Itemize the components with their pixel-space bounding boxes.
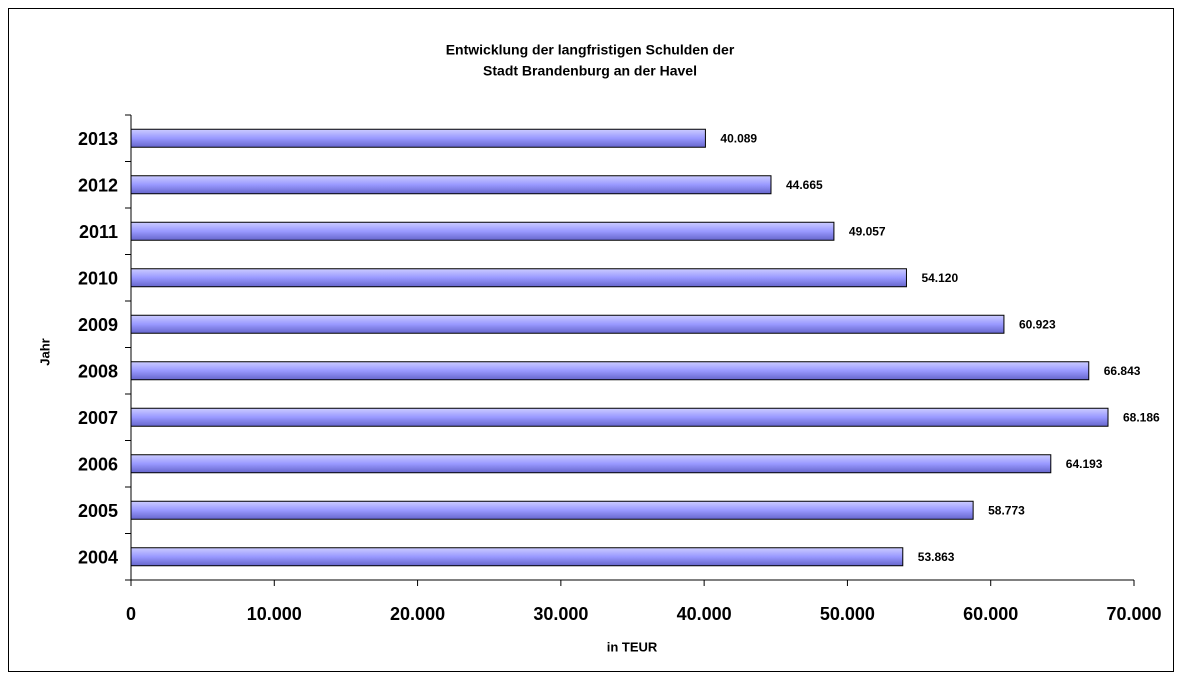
bar xyxy=(130,454,1052,474)
y-tick-label: 2008 xyxy=(78,362,118,382)
y-tick-label: 2006 xyxy=(78,455,118,475)
data-label: 64.193 xyxy=(1066,457,1103,471)
chart-title: Entwicklung der langfristigen Schulden d… xyxy=(446,42,735,58)
x-tick-label: 50.000 xyxy=(820,604,875,624)
bar xyxy=(130,407,1109,427)
y-tick-label: 2010 xyxy=(78,269,118,289)
bar xyxy=(130,128,706,148)
bar xyxy=(130,361,1090,381)
data-label: 49.057 xyxy=(849,224,886,238)
bar xyxy=(130,221,835,241)
y-axis-label: Jahr xyxy=(37,338,52,365)
data-label: 60.923 xyxy=(1019,317,1056,331)
y-tick-label: 2012 xyxy=(78,176,118,196)
chart-frame xyxy=(8,8,1174,672)
x-tick-label: 30.000 xyxy=(533,604,588,624)
data-label: 44.665 xyxy=(786,178,823,192)
y-tick-label: 2005 xyxy=(78,501,118,521)
data-label: 58.773 xyxy=(988,503,1025,517)
chart-title: Stadt Brandenburg an der Havel xyxy=(483,63,697,79)
x-tick-label: 70.000 xyxy=(1106,604,1161,624)
bar xyxy=(130,175,772,195)
bar xyxy=(130,547,904,567)
y-tick-label: 2011 xyxy=(79,222,118,242)
y-tick-label: 2013 xyxy=(78,129,118,149)
y-tick-label: 2004 xyxy=(78,548,118,568)
data-label: 66.843 xyxy=(1104,364,1141,378)
x-tick-label: 60.000 xyxy=(963,604,1018,624)
data-label: 54.120 xyxy=(921,271,958,285)
bar xyxy=(130,268,907,288)
y-tick-label: 2009 xyxy=(78,315,118,335)
data-label: 53.863 xyxy=(918,550,955,564)
y-tick-label: 2007 xyxy=(78,408,118,428)
x-tick-label: 0 xyxy=(126,604,136,624)
x-axis-label: in TEUR xyxy=(607,639,658,654)
data-label: 40.089 xyxy=(720,131,757,145)
x-tick-label: 10.000 xyxy=(247,604,302,624)
bar xyxy=(130,314,1005,334)
data-label: 68.186 xyxy=(1123,410,1160,424)
x-tick-label: 20.000 xyxy=(390,604,445,624)
x-tick-label: 40.000 xyxy=(677,604,732,624)
bar xyxy=(130,500,974,520)
